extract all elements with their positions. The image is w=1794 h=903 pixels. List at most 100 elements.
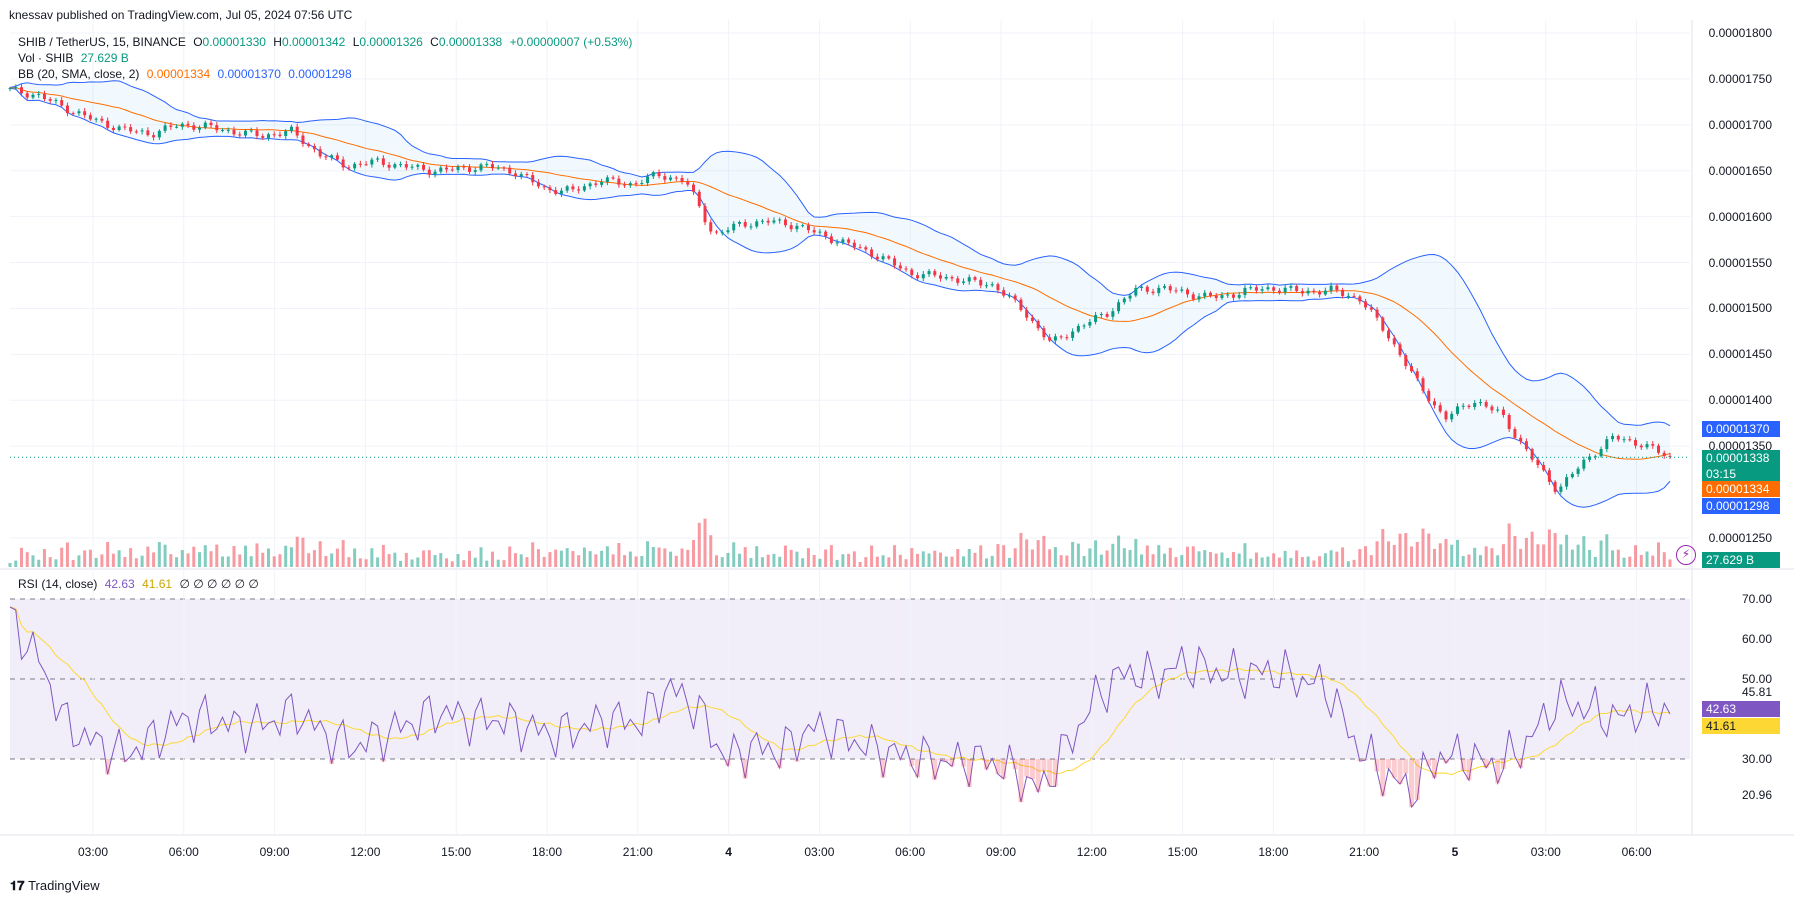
- legend-symbol[interactable]: SHIB / TetherUS, 15, BINANCE: [18, 35, 186, 49]
- candle-body: [42, 93, 46, 100]
- volume-bar: [1094, 540, 1098, 567]
- volume-bar: [244, 545, 248, 567]
- volume-bar: [548, 552, 552, 567]
- volume-bar: [1588, 549, 1592, 567]
- candle-body: [1094, 315, 1098, 322]
- price-axis-label: 0.00001800: [1708, 26, 1772, 40]
- rsi-ma-line: [9, 606, 1671, 776]
- candle-body: [806, 225, 810, 231]
- volume-bar: [1605, 534, 1609, 567]
- legend-bb[interactable]: BB (20, SMA, close, 2) 0.00001334 0.0000…: [18, 67, 356, 81]
- volume-bar: [48, 557, 52, 567]
- candle-body: [1030, 317, 1034, 322]
- bb-basis-line: [9, 87, 1671, 460]
- volume-bar: [990, 555, 994, 567]
- candle-body: [634, 183, 638, 185]
- volume-bar: [1530, 531, 1534, 567]
- candle-body: [1254, 287, 1258, 291]
- time-axis-label: 15:00: [1167, 845, 1198, 859]
- volume-bar: [249, 556, 253, 567]
- candle-body: [1341, 289, 1345, 296]
- price-axis-label: 0.00001350: [1708, 439, 1772, 454]
- volume-bar: [347, 557, 351, 567]
- candle-body: [301, 135, 305, 144]
- candle-body: [921, 274, 925, 279]
- volume-bar: [129, 548, 133, 567]
- candle-body: [261, 136, 265, 138]
- volume-bar: [54, 559, 58, 567]
- volume-bar: [1662, 552, 1666, 567]
- legend-bb-lower: 0.00001298: [288, 67, 352, 81]
- legend-volume[interactable]: Vol · SHIB 27.629 B: [18, 51, 133, 65]
- candle-body: [703, 206, 707, 223]
- volume-bar: [795, 551, 799, 567]
- candle-body: [1168, 286, 1172, 291]
- volume-bar: [806, 548, 810, 567]
- candle-body: [910, 269, 914, 276]
- volume-bar: [468, 550, 472, 567]
- candle-body: [226, 129, 230, 131]
- candle-body: [1415, 371, 1419, 379]
- legend-bb-basis: 0.00001334: [146, 67, 211, 81]
- candle-body: [94, 118, 98, 120]
- volume-bar: [715, 555, 719, 567]
- candle-body: [743, 222, 747, 227]
- volume-bar: [1099, 554, 1103, 567]
- candle-body: [1582, 459, 1586, 469]
- candle-body: [1145, 286, 1149, 292]
- volume-bar: [531, 542, 535, 567]
- volume-bar: [732, 542, 736, 567]
- volume-bar: [422, 550, 426, 567]
- volume-bar: [525, 557, 529, 567]
- candle-body: [1358, 296, 1362, 302]
- legend-close-label: C: [430, 35, 439, 49]
- candle-body: [289, 126, 293, 132]
- candle-body: [416, 164, 420, 167]
- volume-bar: [393, 552, 397, 567]
- legend-rsi[interactable]: RSI (14, close) 42.63 41.61 ∅ ∅ ∅ ∅ ∅ ∅: [18, 577, 263, 591]
- candle-body: [1134, 287, 1138, 296]
- candle-body: [221, 130, 225, 132]
- volume-bar: [180, 550, 184, 567]
- candle-body: [37, 93, 41, 95]
- volume-bar: [71, 559, 75, 567]
- candle-body: [198, 127, 202, 130]
- lightning-icon[interactable]: ⚡: [1676, 545, 1696, 565]
- volume-bar: [1082, 555, 1086, 567]
- candle-body: [1553, 481, 1557, 492]
- volume-bar: [1398, 533, 1402, 567]
- volume-bar: [1243, 543, 1247, 567]
- candle-body: [1542, 465, 1546, 471]
- candle-body: [25, 93, 29, 98]
- candle-body: [1111, 311, 1115, 317]
- candle-body: [852, 242, 856, 248]
- volume-bar: [307, 553, 311, 567]
- candle-body: [134, 131, 138, 133]
- volume-bar: [364, 559, 368, 567]
- price-axis-label: 0.00001600: [1708, 209, 1772, 224]
- volume-bar: [1157, 545, 1161, 567]
- volume-bar: [1277, 557, 1281, 567]
- tradingview-logo[interactable]: 𝟏𝟕 TradingView: [10, 878, 100, 894]
- volume-bar: [979, 545, 983, 567]
- volume-bar: [473, 557, 477, 567]
- legend-open: 0.00001330: [202, 35, 266, 49]
- candle-body: [1329, 285, 1333, 291]
- volume-bar: [858, 561, 862, 567]
- candle-body: [1260, 289, 1264, 291]
- candle-body: [984, 285, 988, 287]
- volume-bar: [1145, 545, 1149, 567]
- candle-body: [1059, 336, 1063, 338]
- volume-bar: [571, 551, 575, 567]
- volume-bar: [496, 559, 500, 567]
- candle-body: [1036, 321, 1040, 329]
- volume-bar: [927, 553, 931, 567]
- volume-bar: [25, 552, 29, 567]
- volume-bar: [1593, 556, 1597, 567]
- volume-bar: [1122, 548, 1126, 567]
- volume-bar: [301, 537, 305, 567]
- candle-body: [1427, 390, 1431, 402]
- volume-bar: [703, 518, 707, 567]
- bb-lower-tag: 0.00001298: [1702, 498, 1780, 514]
